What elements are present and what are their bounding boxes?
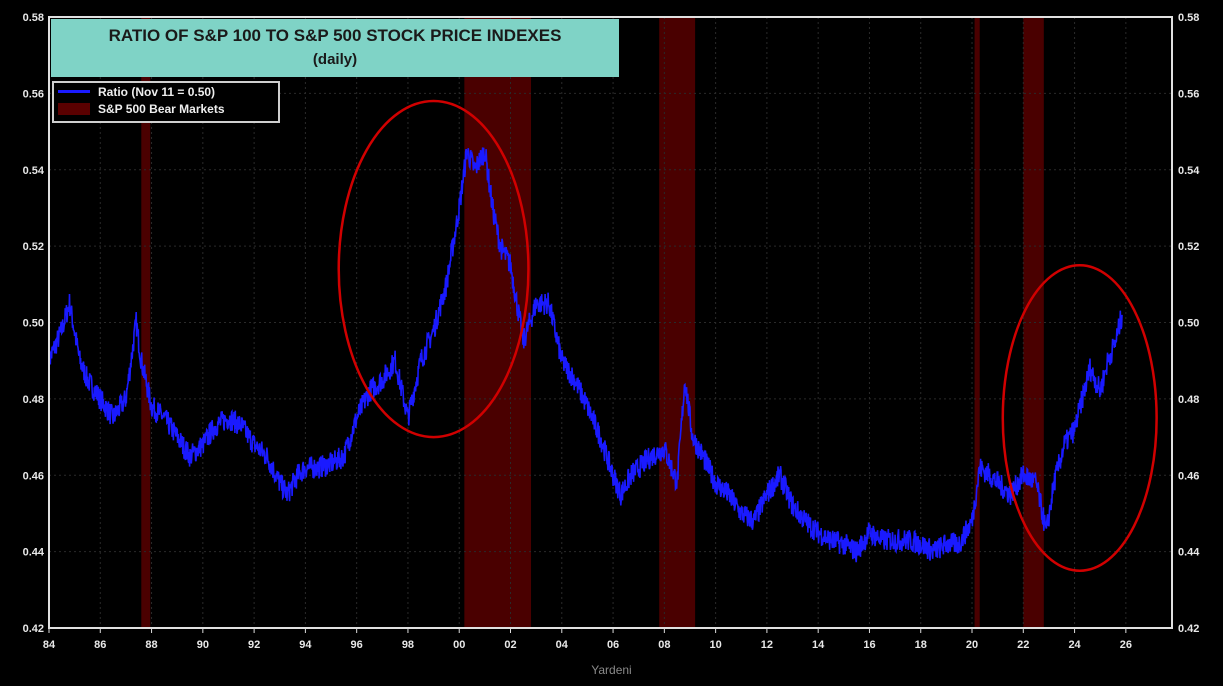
- legend-item-ratio: Ratio (Nov 11 = 0.50): [54, 83, 278, 100]
- x-tick-label: 06: [607, 639, 619, 651]
- legend: Ratio (Nov 11 = 0.50) S&P 500 Bear Marke…: [52, 81, 280, 123]
- highlight-ellipses: [337, 99, 1158, 572]
- x-tick-label: 02: [504, 639, 516, 651]
- y-tick-label-left: 0.42: [23, 623, 44, 635]
- y-tick-label-left: 0.46: [23, 470, 44, 482]
- x-tick-label: 16: [863, 639, 875, 651]
- ratio-series-line: [48, 147, 1123, 563]
- x-tick-label: 24: [1068, 639, 1081, 651]
- x-tick-label: 10: [709, 639, 721, 651]
- x-tick-label: 18: [915, 639, 927, 651]
- ratio-line: [48, 147, 1123, 563]
- x-tick-label: 14: [812, 639, 825, 651]
- chart-title-box: RATIO OF S&P 100 TO S&P 500 STOCK PRICE …: [51, 19, 619, 77]
- y-tick-label-right: 0.46: [1178, 470, 1199, 482]
- highlight-ellipse: [337, 99, 530, 439]
- y-tick-label-left: 0.52: [23, 241, 44, 253]
- x-tick-label: 96: [351, 639, 363, 651]
- x-axis: 84 86 88 90 92 94 96 98 00 02 04 06 08 10 12 14 16 18 20 22…: [43, 628, 1132, 651]
- y-tick-label-right: 0.54: [1178, 165, 1200, 177]
- x-tick-label: 04: [556, 639, 569, 651]
- x-tick-label: 08: [658, 639, 670, 651]
- x-tick-label: 12: [761, 639, 773, 651]
- bear-market-band: [974, 17, 980, 628]
- x-tick-label: 86: [94, 639, 106, 651]
- plot-frame: [48, 16, 1173, 629]
- x-tick-label: 84: [43, 639, 56, 651]
- x-tick-label: 26: [1120, 639, 1132, 651]
- y-tick-label-left: 0.50: [23, 318, 44, 330]
- chart-subtitle: (daily): [312, 51, 358, 68]
- chart-title: RATIO OF S&P 100 TO S&P 500 STOCK PRICE …: [108, 26, 562, 45]
- y-tick-label-left: 0.44: [23, 547, 45, 559]
- y-tick-label-right: 0.50: [1178, 318, 1199, 330]
- y-tick-label-left: 0.58: [23, 12, 44, 24]
- legend-swatch-ratio: [58, 90, 90, 93]
- y-tick-label-left: 0.48: [23, 394, 44, 406]
- y-tick-label-left: 0.56: [23, 88, 44, 100]
- x-tick-label: 94: [299, 639, 312, 651]
- legend-label: Ratio (Nov 11 = 0.50): [98, 84, 216, 99]
- y-tick-label-right: 0.58: [1178, 12, 1199, 24]
- x-tick-label: 00: [453, 639, 465, 651]
- legend-label: S&P 500 Bear Markets: [98, 101, 225, 116]
- x-tick-label: 92: [248, 639, 260, 651]
- y-tick-label-right: 0.42: [1178, 623, 1199, 635]
- y-tick-label-right: 0.48: [1178, 394, 1199, 406]
- x-tick-label: 20: [966, 639, 978, 651]
- source-credit: Yardeni: [591, 663, 632, 677]
- x-tick-label: 88: [145, 639, 157, 651]
- x-tick-label: 22: [1017, 639, 1029, 651]
- y-axis-left: 0.42 0.44 0.46 0.48 0.50 0.52 0.54 0.56 0.58: [23, 12, 45, 635]
- legend-item-bear: S&P 500 Bear Markets: [54, 100, 278, 117]
- legend-swatch-bear: [58, 102, 90, 115]
- y-tick-label-right: 0.56: [1178, 88, 1199, 100]
- y-tick-label-right: 0.44: [1178, 547, 1200, 559]
- y-tick-label-right: 0.52: [1178, 241, 1199, 253]
- y-tick-label-left: 0.54: [23, 165, 45, 177]
- x-tick-label: 98: [402, 639, 414, 651]
- y-axis-right: 0.42 0.44 0.46 0.48 0.50 0.52 0.54 0.56 0.58: [1178, 12, 1200, 635]
- highlight-ellipse: [1001, 263, 1158, 572]
- x-tick-label: 90: [197, 639, 209, 651]
